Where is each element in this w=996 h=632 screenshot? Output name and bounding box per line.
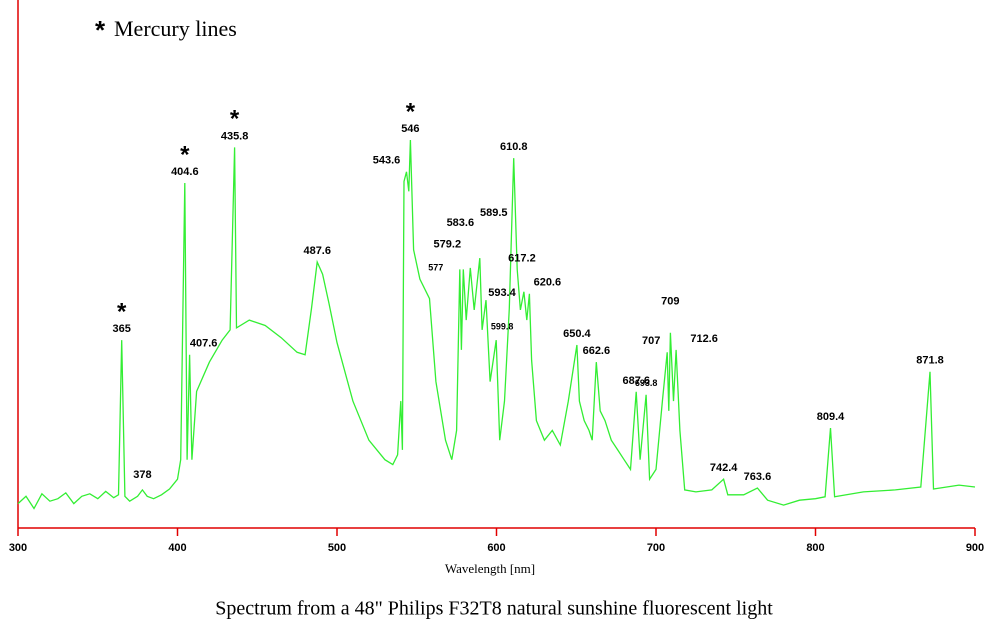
peak-label: 610.8 [500, 141, 528, 153]
peak-label: 407.6 [190, 338, 218, 350]
peak-label: 365 [112, 323, 130, 335]
peak-label: 809.4 [817, 411, 845, 423]
peak-label: 617.2 [508, 253, 536, 265]
peak-label: 404.6 [171, 166, 199, 178]
x-tick-label: 900 [966, 542, 984, 554]
peak-label: 763.6 [744, 471, 772, 483]
mercury-marker: * [406, 98, 416, 125]
mercury-marker: * [117, 298, 127, 325]
x-tick-label: 600 [487, 542, 505, 554]
peak-label: 593.4 [488, 287, 516, 299]
peak-label: 546 [401, 123, 419, 135]
x-tick-label: 500 [328, 542, 346, 554]
peak-label: 543.6 [373, 155, 401, 167]
peak-label: 589.5 [480, 207, 508, 219]
peak-label: 487.6 [303, 245, 331, 257]
peak-label: 712.6 [690, 333, 718, 345]
peak-label: 599.8 [491, 321, 514, 331]
chart-title: Spectrum from a 48" Philips F32T8 natura… [215, 598, 773, 620]
x-axis-label: Wavelength [nm] [445, 561, 535, 576]
x-tick-label: 700 [647, 542, 665, 554]
legend-label: Mercury lines [114, 16, 237, 41]
peak-label: 378 [133, 469, 151, 481]
peak-label: 662.6 [583, 345, 611, 357]
mercury-marker: * [230, 106, 240, 133]
x-tick-label: 400 [168, 542, 186, 554]
x-tick-label: 300 [9, 542, 27, 554]
peak-label: 435.8 [221, 130, 249, 142]
mercury-marker: * [180, 141, 190, 168]
peak-label: 687.6 [622, 375, 650, 387]
peak-label: 579.2 [434, 238, 462, 250]
peak-label: 650.4 [563, 328, 591, 340]
peak-label: 709 [661, 296, 679, 308]
peak-label: 707 [642, 335, 660, 347]
peak-label: 577 [428, 263, 443, 273]
peak-label: 693.8 [635, 378, 658, 388]
x-tick-label: 800 [806, 542, 824, 554]
peak-label: 620.6 [534, 277, 562, 289]
legend-marker: * [95, 15, 106, 45]
peak-label: 742.4 [710, 462, 738, 474]
peak-label: 871.8 [916, 355, 944, 367]
peak-label: 583.6 [447, 217, 475, 229]
spectrum-line [17, 139, 976, 510]
